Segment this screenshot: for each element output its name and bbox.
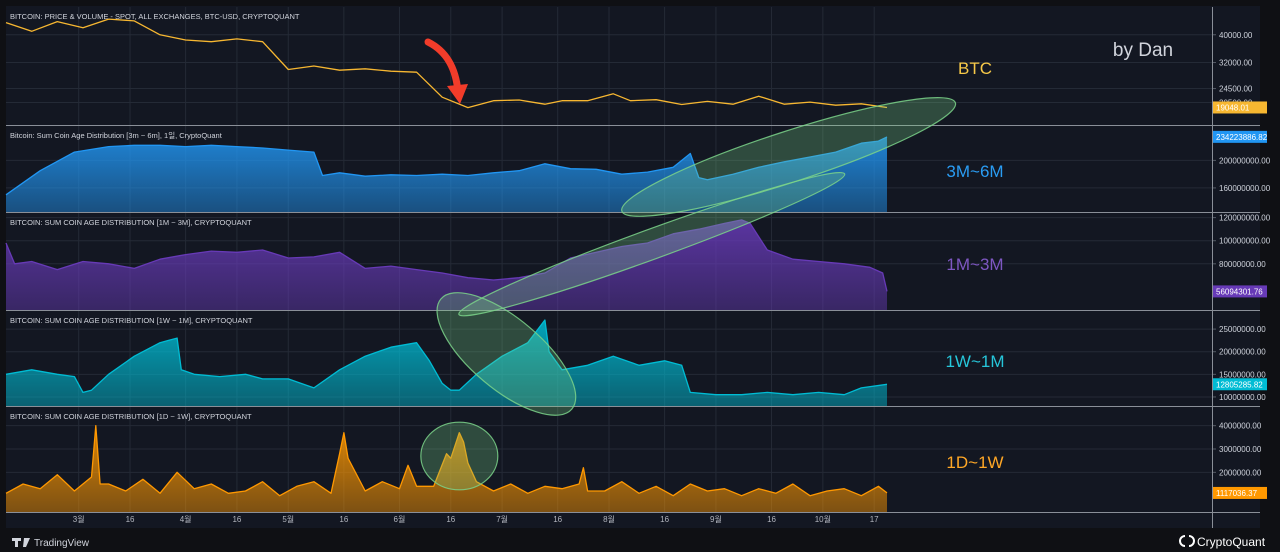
x-tick-label: 16	[553, 515, 562, 524]
y-tick-label: 100000000.00	[1219, 237, 1271, 246]
last-value-label: 12805285.82	[1216, 380, 1263, 389]
series-line-c1d1w	[5, 425, 888, 497]
x-tick-label: 16	[232, 515, 241, 524]
x-tick-label: 7월	[496, 514, 508, 524]
cryptoquant-logo	[1179, 535, 1195, 547]
series-line-c1w1m	[5, 319, 888, 396]
last-value-badge	[1213, 130, 1267, 143]
series-label: 3M~6M	[946, 162, 1003, 181]
x-tick-label: 3월	[73, 514, 85, 524]
y-tick-label: 160000000.00	[1219, 184, 1271, 193]
y-tick-label: 3000000.00	[1219, 445, 1262, 454]
tradingview-label: TradingView	[34, 538, 90, 549]
watermark: by Dan	[1113, 40, 1173, 61]
highlight-ellipse	[420, 421, 499, 491]
y-tick-label: 200000000.00	[1219, 156, 1271, 165]
x-tick-label: 8월	[603, 514, 615, 524]
last-value-badge	[1213, 378, 1267, 391]
x-tick-label: 16	[767, 515, 776, 524]
y-tick-label: 80000000.00	[1219, 260, 1266, 269]
series-line-c1m3m	[5, 219, 888, 292]
x-tick-label: 9월	[710, 514, 722, 524]
panel-title: BITCOIN: SUM COIN AGE DISTRIBUTION [1M ~…	[10, 218, 252, 227]
y-tick-label: 10000000.00	[1219, 393, 1266, 402]
series-line-c3m6m	[5, 136, 888, 196]
panel-title: BITCOIN: PRICE & VOLUME - SPOT, ALL EXCH…	[10, 12, 300, 21]
x-tick-label: 5월	[282, 514, 294, 524]
series-label: 1M~3M	[946, 255, 1003, 274]
last-value-label: 19048.01	[1216, 103, 1250, 112]
x-tick-label: 17	[870, 515, 879, 524]
y-tick-label: 15000000.00	[1219, 370, 1266, 379]
y-tick-label: 32000.00	[1219, 59, 1253, 68]
x-tick-label: 6월	[394, 514, 406, 524]
highlight-ellipse	[458, 171, 846, 317]
arrow-head-icon	[447, 84, 468, 104]
series-area-c1w1m	[6, 320, 887, 406]
panel-c1w1m: 25000000.00 20000000.00 15000000.00 1000000…	[5, 316, 1267, 407]
panel-title: BITCOIN: SUM COIN AGE DISTRIBUTION [1W ~…	[10, 316, 253, 325]
tradingview-logo	[12, 538, 30, 547]
series-area-c1m3m	[6, 219, 887, 310]
series-label: 1W~1M	[945, 352, 1004, 371]
series-area-c1d1w	[6, 425, 887, 512]
x-tick-label: 16	[446, 515, 455, 524]
series-line-btc	[5, 18, 888, 109]
last-value-badge	[1213, 285, 1267, 298]
panel-btc: 40000.0032000.0024500.0020500.0019048.01…	[5, 12, 1267, 126]
panel-title: BITCOIN: SUM COIN AGE DISTRIBUTION [1D ~…	[10, 412, 252, 421]
last-value-badge	[1213, 486, 1267, 499]
panel-c1m3m: 120000000.00 100000000.00 80000000.00 56094…	[5, 214, 1271, 311]
last-value-label: 1117036.37	[1216, 489, 1258, 498]
x-tick-label: 16	[339, 515, 348, 524]
last-value-label: 56094301.76	[1216, 287, 1263, 296]
last-value-badge	[1213, 101, 1267, 114]
footer: TradingView CryptoQuant	[12, 535, 1266, 549]
series-label: BTC	[958, 59, 992, 78]
cryptoquant-label: CryptoQuant	[1197, 535, 1266, 549]
x-axis: 3월 16 4월 16 5월 16 6월 16 7월 16 8월 16 9월 16 10월 17	[6, 7, 1260, 528]
y-tick-label: 120000000.00	[1219, 214, 1271, 223]
panel-c3m6m: 200000000.00 160000000.00 234223886.82 Bitc…	[5, 130, 1271, 213]
panel-title: Bitcoin: Sum Coin Age Distribution [3m ~…	[10, 131, 223, 140]
highlight-annotations	[420, 38, 957, 491]
y-tick-label: 25000000.00	[1219, 325, 1266, 334]
y-tick-label: 20000000.00	[1219, 348, 1266, 357]
x-tick-label: 16	[126, 515, 135, 524]
y-tick-label: 24500.00	[1219, 85, 1253, 94]
series-label: 1D~1W	[946, 453, 1003, 472]
x-tick-label: 4월	[180, 514, 192, 524]
last-value-label: 234223886.82	[1216, 133, 1268, 142]
x-tick-label: 10월	[815, 514, 831, 524]
y-tick-label: 40000.00	[1219, 31, 1253, 40]
highlight-ellipse	[436, 292, 577, 416]
y-tick-label: 2000000.00	[1219, 468, 1262, 477]
x-tick-label: 16	[660, 515, 669, 524]
y-tick-label: 4000000.00	[1219, 422, 1262, 431]
